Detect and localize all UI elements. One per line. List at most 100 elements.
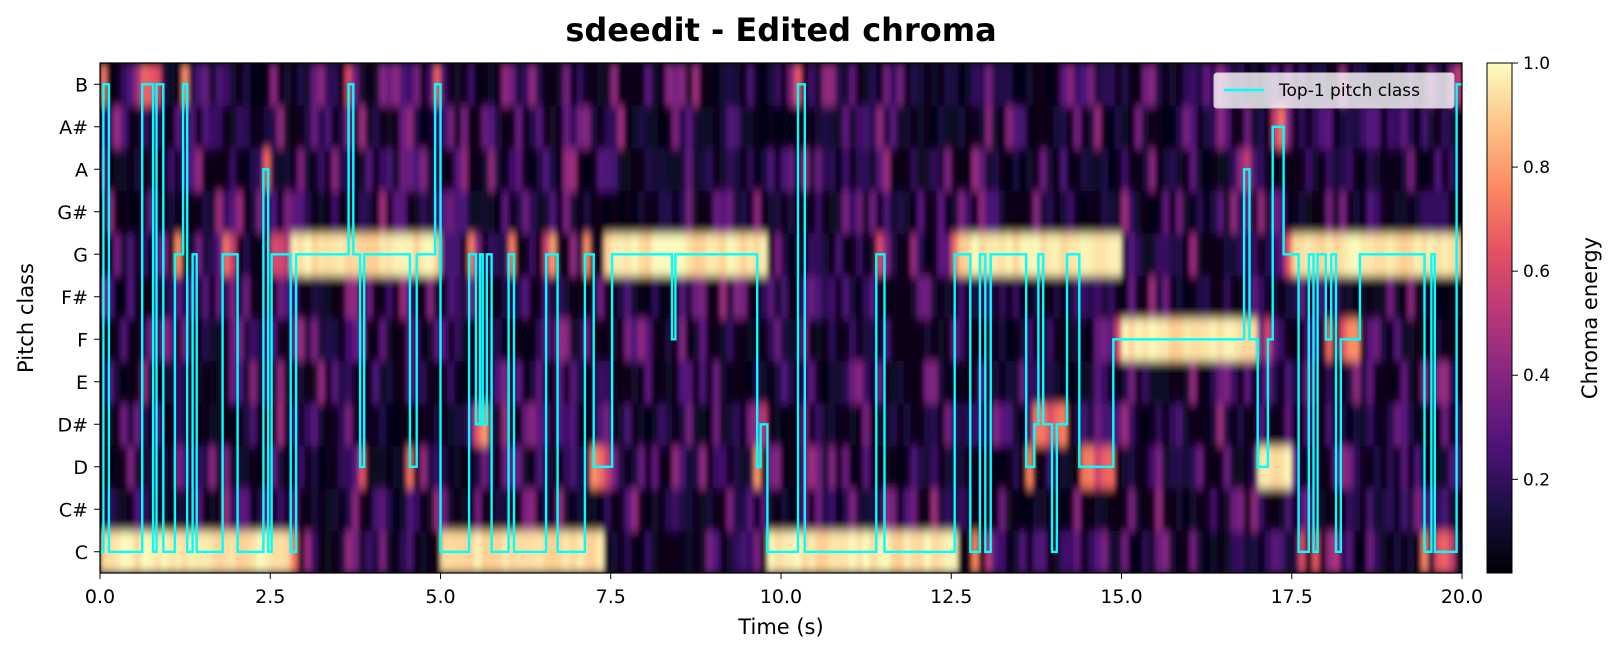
heatmap-cell — [1393, 190, 1402, 234]
heatmap-cell — [556, 488, 564, 532]
heatmap-cell — [535, 488, 544, 532]
heatmap-cell — [746, 148, 755, 192]
heatmap-cell — [971, 275, 980, 319]
heatmap-cell — [569, 233, 578, 277]
heatmap-cell — [951, 63, 959, 107]
heatmap-cell — [494, 148, 503, 192]
heatmap-cell — [1026, 275, 1034, 319]
heatmap-cell — [290, 63, 299, 107]
heatmap-cell — [1107, 63, 1116, 107]
heatmap-cell — [351, 63, 360, 107]
heatmap-cell — [753, 105, 762, 149]
heatmap-cell — [692, 530, 700, 573]
heatmap-cell — [481, 318, 489, 362]
heatmap-cell — [113, 233, 122, 277]
heatmap-cell — [862, 318, 871, 362]
heatmap-cell — [1114, 360, 1123, 404]
heatmap-cell — [440, 445, 448, 489]
heatmap-cell — [474, 148, 482, 192]
heatmap-cell — [617, 148, 625, 192]
heatmap-cell — [1196, 190, 1204, 234]
heatmap-cell — [610, 190, 619, 234]
heatmap-cell — [1400, 318, 1409, 362]
colorbar-tick-label: 0.4 — [1523, 366, 1550, 386]
heatmap-cell — [467, 318, 476, 362]
heatmap-cell — [467, 403, 476, 447]
heatmap-cell — [236, 360, 244, 404]
heatmap-cell — [522, 318, 530, 362]
heatmap-cell — [522, 275, 530, 319]
heatmap-cell — [930, 318, 939, 362]
heatmap-cell — [1135, 488, 1143, 532]
heatmap-cell — [563, 105, 571, 149]
heatmap-cell — [712, 403, 721, 447]
heatmap-cell — [168, 105, 176, 149]
heatmap-cell — [665, 105, 673, 149]
heatmap-cell — [1353, 105, 1361, 149]
heatmap-cell — [365, 488, 373, 532]
heatmap-cell — [651, 488, 660, 532]
heatmap-cell — [229, 148, 237, 192]
heatmap-cell — [236, 403, 244, 447]
heatmap-cell — [454, 360, 462, 404]
heatmap-cell — [781, 148, 789, 192]
heatmap-cell — [610, 148, 619, 192]
heatmap-cell — [1318, 403, 1327, 447]
heatmap-cell — [338, 190, 346, 234]
heatmap-cell — [174, 148, 183, 192]
heatmap-cell — [317, 190, 326, 234]
heatmap-cell — [1005, 63, 1014, 107]
heatmap-cell — [399, 488, 408, 532]
heatmap-cell — [1182, 275, 1191, 319]
y-tick-label: E — [76, 372, 88, 394]
heatmap-cell — [426, 275, 435, 319]
heatmap-cell — [474, 445, 482, 489]
heatmap-cell — [978, 318, 986, 362]
heatmap-cell — [576, 148, 585, 192]
heatmap-cell — [1271, 403, 1279, 447]
heatmap-cell — [120, 63, 128, 107]
heatmap-cell — [249, 318, 258, 362]
heatmap-cell — [392, 488, 401, 532]
heatmap-cell — [1019, 63, 1027, 107]
heatmap-cell — [1318, 148, 1327, 192]
heatmap-cell — [760, 233, 768, 277]
heatmap-cell — [1141, 190, 1150, 234]
heatmap-cell — [134, 360, 142, 404]
heatmap-cell — [379, 445, 387, 489]
heatmap-cell — [1278, 318, 1286, 362]
colorbar-tick-label: 0.2 — [1523, 470, 1550, 490]
heatmap-cell — [270, 445, 278, 489]
heatmap-cell — [243, 403, 251, 447]
heatmap-cell — [862, 233, 871, 277]
heatmap-cell — [644, 275, 653, 319]
heatmap-cell — [1230, 445, 1238, 489]
heatmap-cell — [195, 190, 203, 234]
heatmap-cell — [733, 488, 741, 532]
heatmap-cell — [876, 530, 884, 573]
heatmap-cell — [828, 105, 837, 149]
heatmap-cell — [290, 445, 299, 489]
heatmap-cell — [1312, 360, 1320, 404]
heatmap-cell — [1094, 318, 1102, 362]
heatmap-cell — [876, 488, 884, 532]
heatmap-cell — [229, 530, 237, 573]
heatmap-cell — [154, 105, 162, 149]
heatmap-cell — [964, 318, 973, 362]
heatmap-cell — [106, 403, 115, 447]
heatmap-cell — [1019, 360, 1027, 404]
heatmap-cell — [1175, 403, 1184, 447]
heatmap-cell — [215, 63, 224, 107]
heatmap-cell — [767, 445, 775, 489]
heatmap-cell — [910, 318, 918, 362]
heatmap-cell — [365, 105, 373, 149]
heatmap-cell — [726, 530, 734, 573]
heatmap-cell — [535, 190, 544, 234]
heatmap-cell — [774, 190, 782, 234]
heatmap-cell — [161, 318, 169, 362]
heatmap-cell — [420, 275, 428, 319]
heatmap-cell — [161, 488, 169, 532]
y-axis-label: Pitch class — [14, 263, 38, 373]
heatmap-cell — [1080, 360, 1089, 404]
heatmap-cell — [583, 148, 591, 192]
